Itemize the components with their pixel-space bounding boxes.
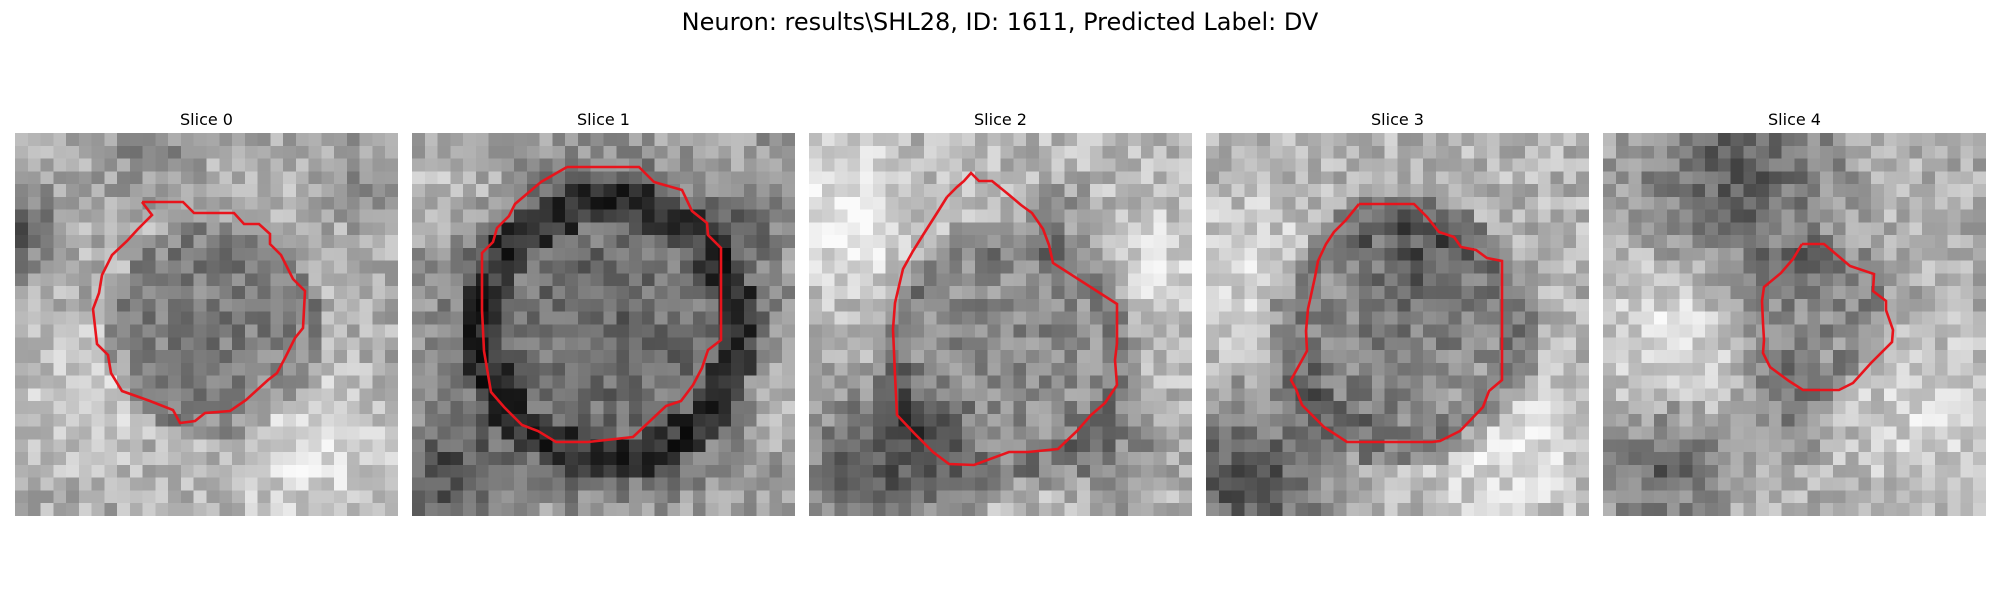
slice-image-1: [412, 133, 795, 516]
segmentation-contour-1: [480, 165, 723, 444]
slice-panel-2: Slice 2: [809, 108, 1192, 516]
slice-grayscale-image-2: [809, 133, 1192, 516]
slice-image-0: [15, 133, 398, 516]
slice-image-4: [1603, 133, 1986, 516]
segmentation-contour-0: [91, 200, 307, 425]
slice-panel-1: Slice 1: [412, 108, 795, 516]
slice-grayscale-image-3: [1206, 133, 1589, 516]
figure-title: Neuron: results\SHL28, ID: 1611, Predict…: [681, 8, 1319, 36]
slice-grayscale-image-4: [1603, 133, 1986, 516]
segmentation-contour-4: [1760, 242, 1895, 392]
slice-grayscale-image-0: [15, 133, 398, 516]
slice-panel-4: Slice 4: [1603, 108, 1986, 516]
segmentation-contour-3: [1289, 202, 1504, 444]
slice-image-3: [1206, 133, 1589, 516]
slice-title-2: Slice 2: [974, 110, 1027, 129]
slice-title-1: Slice 1: [577, 110, 630, 129]
segmentation-contour-2: [891, 171, 1119, 467]
slice-panel-3: Slice 3: [1206, 108, 1589, 516]
slice-grayscale-image-1: [412, 133, 795, 516]
slice-title-0: Slice 0: [180, 110, 233, 129]
slice-title-4: Slice 4: [1768, 110, 1821, 129]
slice-image-2: [809, 133, 1192, 516]
slice-panel-0: Slice 0: [15, 108, 398, 516]
slice-title-3: Slice 3: [1371, 110, 1424, 129]
